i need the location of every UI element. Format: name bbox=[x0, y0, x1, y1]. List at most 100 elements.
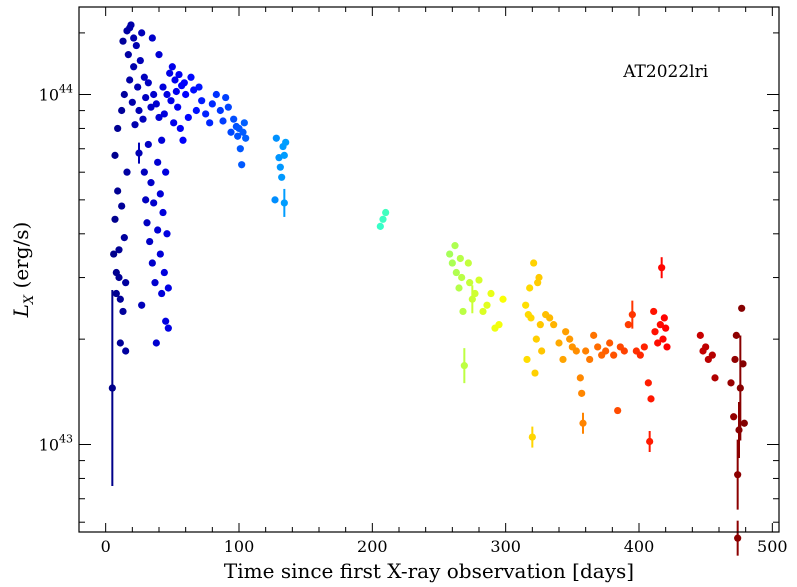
data-point bbox=[651, 328, 659, 336]
data-point bbox=[730, 413, 738, 421]
data-point bbox=[135, 106, 143, 115]
data-point bbox=[562, 328, 570, 336]
data-point bbox=[379, 215, 387, 223]
data-point bbox=[242, 134, 250, 142]
data-point bbox=[140, 73, 148, 81]
data-point bbox=[172, 87, 180, 96]
data-point bbox=[154, 226, 162, 234]
data-point bbox=[206, 119, 214, 127]
data-point bbox=[628, 311, 636, 319]
data-point bbox=[176, 124, 184, 133]
data-point bbox=[582, 347, 590, 355]
data-point bbox=[483, 301, 491, 309]
data-point bbox=[166, 69, 174, 77]
data-point bbox=[168, 63, 176, 71]
data-point bbox=[160, 110, 168, 118]
y-tick-label: 1043 bbox=[39, 433, 73, 455]
data-point bbox=[550, 321, 558, 329]
data-point bbox=[532, 335, 540, 343]
data-point bbox=[272, 134, 280, 142]
data-point bbox=[171, 76, 179, 84]
data-point bbox=[162, 168, 170, 176]
data-point bbox=[150, 90, 158, 99]
plot-marks bbox=[108, 21, 748, 556]
data-point bbox=[662, 324, 670, 332]
data-point bbox=[739, 360, 747, 368]
data-point bbox=[116, 295, 124, 303]
data-point bbox=[278, 173, 286, 181]
data-point bbox=[123, 168, 131, 176]
data-point bbox=[192, 106, 200, 115]
data-point bbox=[276, 163, 284, 171]
data-point bbox=[144, 79, 152, 87]
data-point bbox=[460, 362, 468, 370]
data-point bbox=[471, 289, 479, 298]
data-point bbox=[115, 246, 123, 254]
data-point bbox=[535, 273, 543, 282]
data-point bbox=[456, 254, 464, 263]
data-point bbox=[111, 151, 119, 159]
data-point bbox=[240, 119, 248, 127]
data-point bbox=[702, 343, 710, 351]
data-point bbox=[538, 347, 546, 355]
data-point bbox=[735, 426, 743, 434]
data-point bbox=[159, 83, 167, 91]
data-point bbox=[271, 196, 279, 204]
data-point bbox=[147, 179, 155, 187]
data-point bbox=[111, 215, 119, 223]
x-tick-label: 100 bbox=[224, 537, 255, 556]
data-point bbox=[546, 314, 554, 322]
data-point bbox=[658, 264, 666, 272]
data-point bbox=[132, 41, 140, 50]
data-point bbox=[479, 307, 487, 316]
data-point bbox=[159, 208, 167, 217]
data-point bbox=[155, 51, 163, 59]
plot-frame bbox=[78, 6, 780, 533]
data-point bbox=[224, 103, 232, 111]
data-point bbox=[158, 136, 166, 144]
data-point bbox=[114, 124, 122, 133]
data-point bbox=[236, 145, 244, 153]
data-point bbox=[711, 374, 719, 382]
data-point bbox=[170, 119, 178, 127]
data-point bbox=[116, 339, 124, 347]
data-point bbox=[731, 355, 739, 364]
data-point bbox=[140, 168, 148, 176]
data-point bbox=[115, 273, 123, 282]
data-point bbox=[122, 347, 130, 355]
data-point bbox=[146, 237, 154, 246]
data-point bbox=[458, 273, 466, 282]
x-tick-label: 400 bbox=[624, 537, 655, 556]
data-point bbox=[736, 384, 744, 392]
data-point bbox=[495, 321, 503, 329]
y-axis-symbol: L bbox=[9, 304, 33, 318]
data-point bbox=[138, 301, 146, 309]
data-point bbox=[130, 63, 138, 71]
data-point bbox=[131, 121, 139, 129]
y-axis-unit: erg/s bbox=[9, 229, 33, 280]
data-point bbox=[526, 284, 534, 292]
data-point bbox=[138, 29, 146, 37]
y-tick-label: 1044 bbox=[39, 83, 73, 105]
data-point bbox=[142, 196, 150, 204]
data-point bbox=[602, 347, 610, 355]
data-point bbox=[222, 93, 230, 102]
data-point bbox=[382, 208, 390, 217]
data-point bbox=[120, 234, 128, 242]
data-point bbox=[126, 76, 134, 84]
y-axis-label: LX (erg/s) bbox=[9, 222, 37, 319]
data-point bbox=[212, 90, 220, 99]
data-point bbox=[559, 355, 567, 364]
data-point bbox=[451, 242, 459, 250]
data-point bbox=[156, 250, 164, 258]
data-point bbox=[656, 321, 664, 329]
data-point bbox=[376, 222, 384, 230]
data-point bbox=[475, 276, 483, 284]
data-point bbox=[158, 289, 166, 298]
data-point bbox=[660, 314, 668, 322]
data-point bbox=[130, 34, 138, 42]
data-point bbox=[530, 259, 538, 267]
data-point bbox=[555, 339, 563, 347]
data-point bbox=[151, 279, 159, 287]
